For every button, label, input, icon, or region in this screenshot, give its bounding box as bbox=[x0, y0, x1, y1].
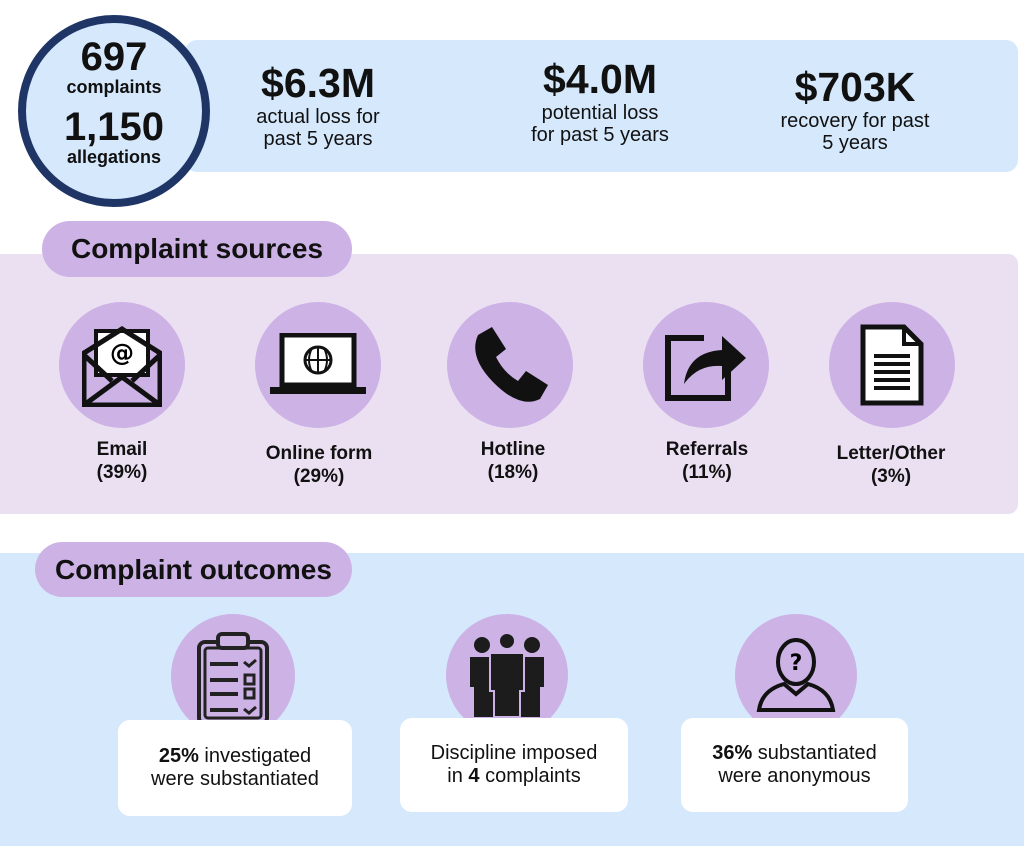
stat-label: 5 years bbox=[822, 132, 888, 154]
laptop-icon-circle bbox=[255, 302, 381, 428]
source-online-form: Online form (29%) bbox=[234, 442, 404, 488]
outcomes-title: Complaint outcomes bbox=[35, 542, 352, 597]
anonymous-person-icon-circle: ? bbox=[735, 614, 857, 736]
source-hotline: Hotline (18%) bbox=[433, 438, 593, 484]
outcome-highlight: 25% bbox=[158, 745, 199, 767]
outcome-text: investigated bbox=[198, 745, 312, 767]
laptop-icon bbox=[270, 333, 366, 394]
allegations-label: allegations bbox=[66, 147, 162, 167]
source-referrals: Referrals (11%) bbox=[627, 438, 787, 484]
group-icon bbox=[470, 633, 544, 717]
outcome-text: complaints bbox=[479, 765, 581, 787]
source-label: Online form bbox=[265, 443, 373, 464]
outcome-text: substantiated bbox=[752, 742, 877, 764]
source-email: Email (39%) bbox=[42, 438, 202, 484]
document-icon bbox=[860, 324, 924, 406]
stat-label: recovery for past bbox=[780, 110, 930, 132]
stat-potential-loss: $4.0M potential loss for past 5 years bbox=[480, 56, 720, 146]
stat-label: for past 5 years bbox=[531, 124, 669, 146]
stat-value: $4.0M bbox=[543, 56, 657, 102]
phone-icon bbox=[475, 327, 548, 402]
phone-icon-circle bbox=[447, 302, 573, 428]
source-letter-other: Letter/Other (3%) bbox=[806, 442, 976, 488]
group-icon-circle bbox=[446, 614, 568, 736]
complaints-label: complaints bbox=[66, 77, 162, 97]
outcome-highlight: 36% bbox=[712, 742, 753, 764]
stat-value: $703K bbox=[794, 64, 916, 110]
outcome-card-substantiated: 25% investigated were substantiated bbox=[118, 720, 352, 816]
source-label: Referrals bbox=[665, 439, 749, 460]
email-icon: @ bbox=[82, 326, 162, 407]
source-percent: (3%) bbox=[870, 466, 912, 487]
count-circle: 697 complaints 1,150 allegations bbox=[18, 15, 210, 207]
stat-label: actual loss for bbox=[256, 106, 380, 128]
stat-value: $6.3M bbox=[261, 60, 375, 106]
anonymous-person-icon: ? bbox=[756, 638, 836, 712]
share-icon-circle bbox=[643, 302, 769, 428]
checklist-icon-circle bbox=[171, 614, 295, 738]
checklist-icon bbox=[197, 632, 269, 726]
stat-recovery: $703K recovery for past 5 years bbox=[735, 64, 975, 154]
outcome-card-discipline: Discipline imposed in 4 complaints bbox=[400, 718, 628, 812]
source-percent: (29%) bbox=[293, 466, 345, 487]
outcome-text: were substantiated bbox=[151, 768, 319, 790]
share-icon bbox=[665, 335, 746, 401]
sources-title: Complaint sources bbox=[42, 221, 352, 277]
source-percent: (11%) bbox=[682, 462, 732, 483]
outcome-text: Discipline imposed bbox=[430, 742, 598, 764]
document-icon-circle bbox=[829, 302, 955, 428]
outcome-text: in bbox=[447, 765, 469, 787]
svg-text:?: ? bbox=[790, 651, 803, 676]
allegations-count: 1,150 bbox=[63, 105, 165, 149]
outcome-card-anonymous: 36% substantiated were anonymous bbox=[681, 718, 908, 812]
source-percent: (39%) bbox=[96, 462, 148, 483]
source-label: Email bbox=[96, 439, 148, 460]
stat-label: past 5 years bbox=[263, 128, 373, 150]
stat-actual-loss: $6.3M actual loss for past 5 years bbox=[198, 60, 438, 150]
stat-label: potential loss bbox=[541, 102, 659, 124]
source-label: Letter/Other bbox=[836, 443, 946, 464]
source-percent: (18%) bbox=[487, 462, 539, 483]
source-label: Hotline bbox=[480, 439, 546, 460]
svg-text:@: @ bbox=[110, 339, 134, 367]
email-icon-circle: @ bbox=[59, 302, 185, 428]
outcome-highlight: 4 bbox=[468, 765, 480, 787]
outcome-text: were anonymous bbox=[718, 765, 871, 787]
complaints-count: 697 bbox=[80, 35, 148, 79]
summary-banner bbox=[185, 40, 1018, 172]
